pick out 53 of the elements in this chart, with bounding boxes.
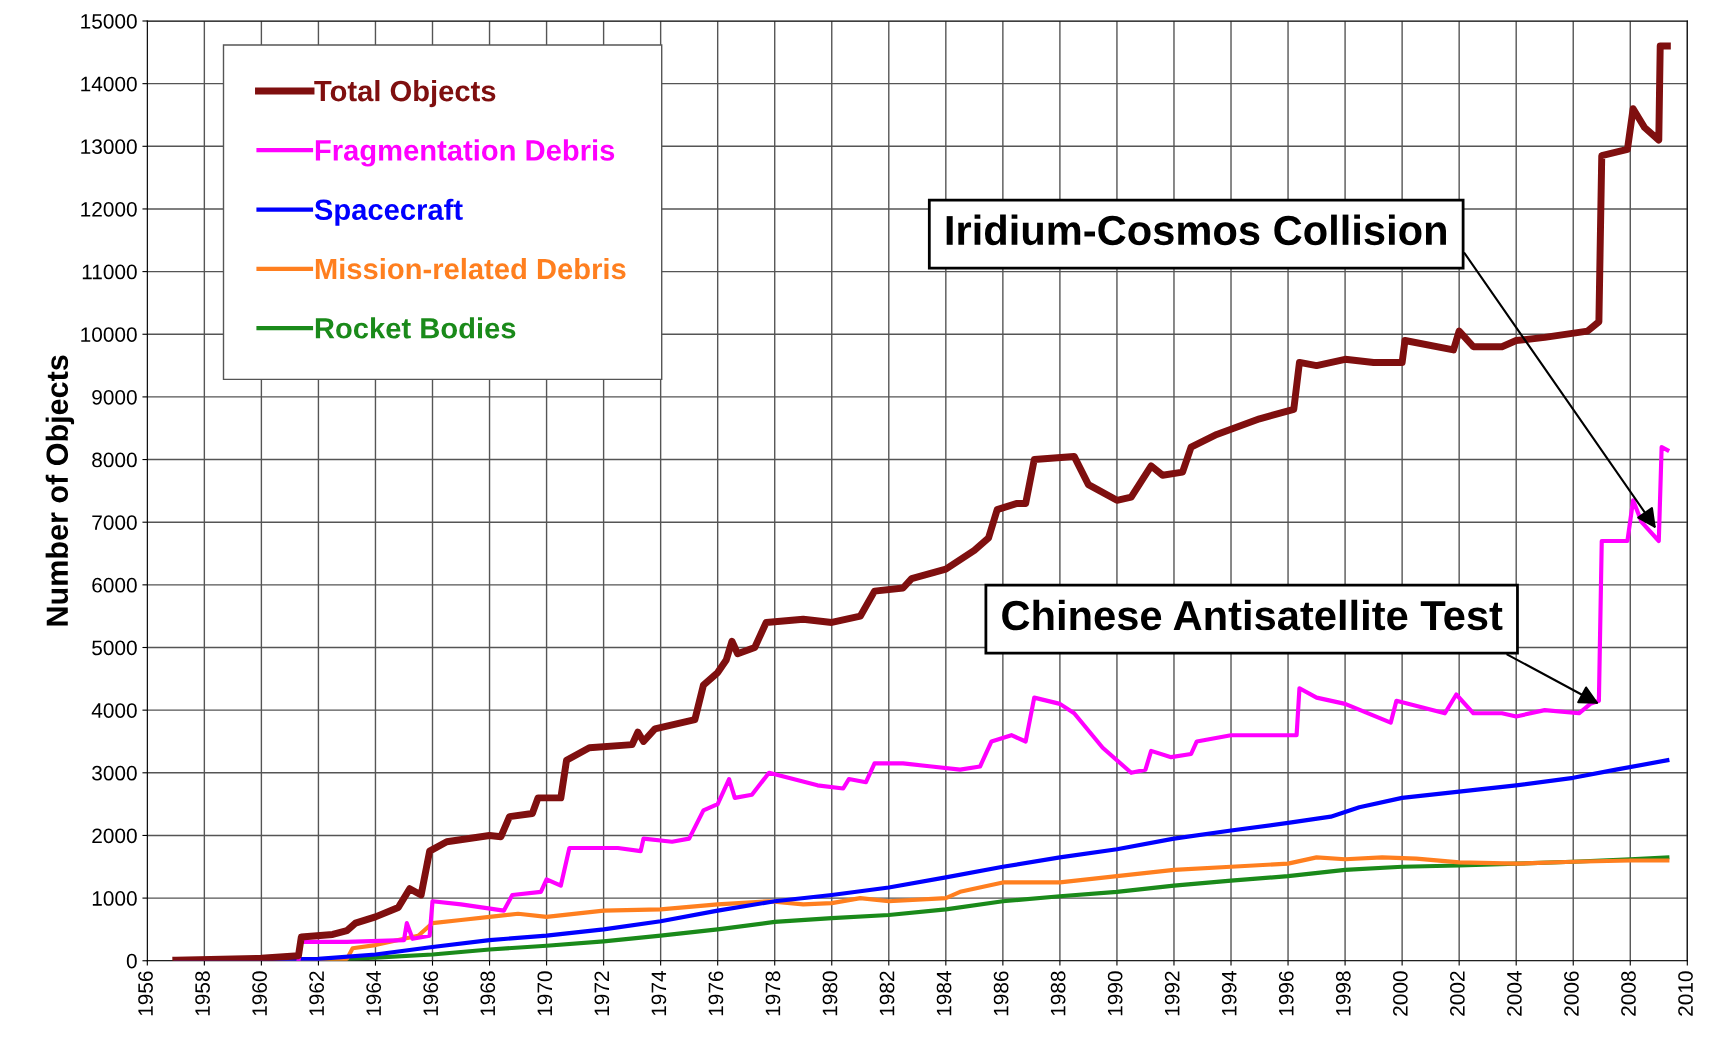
x-tick-label: 1994 xyxy=(1221,971,1237,1016)
x-tick-label: 1998 xyxy=(1335,971,1351,1016)
x-tick-label: 1958 xyxy=(195,971,210,1016)
x-tick-label: 1976 xyxy=(708,971,724,1016)
y-tick-label: 12000 xyxy=(81,201,137,217)
annotation: Chinese Antisatellite Test xyxy=(1002,599,1503,631)
x-tick-label: 1970 xyxy=(537,971,553,1016)
x-tick-label: 2010 xyxy=(1678,971,1693,1016)
x-tick-label: 2002 xyxy=(1450,971,1465,1016)
x-tick-label: 1966 xyxy=(423,971,439,1016)
y-tick-label: 10000 xyxy=(81,327,137,342)
x-tick-label: 1972 xyxy=(594,971,610,1016)
y-tick-label: 5000 xyxy=(92,640,137,656)
y-tick-label: 14000 xyxy=(81,76,137,92)
y-tick-label: 4000 xyxy=(91,703,137,718)
y-tick-label: 3000 xyxy=(92,765,137,781)
x-tick-label: 2000 xyxy=(1392,971,1408,1016)
y-tick-label: 13000 xyxy=(81,139,137,155)
y-axis-title: Number of Objects xyxy=(45,355,75,626)
x-tick-label: 1978 xyxy=(765,971,781,1016)
legend-label: Rocket Bodies xyxy=(315,317,516,339)
y-tick-label: 8000 xyxy=(92,452,137,468)
x-tick-label: 1980 xyxy=(822,971,838,1016)
legend-label: Total Objects xyxy=(314,79,496,108)
x-tick-label: 1974 xyxy=(651,971,667,1016)
y-tick-label: 15000 xyxy=(81,14,137,29)
x-tick-label: 2004 xyxy=(1507,971,1522,1016)
y-tick-label: 7000 xyxy=(92,515,137,530)
y-tick-label: 6000 xyxy=(92,577,137,593)
x-tick-label: 2008 xyxy=(1621,971,1636,1016)
x-tick-label: 1964 xyxy=(366,971,382,1016)
y-tick-label: 1000 xyxy=(92,891,137,906)
x-tick-label: 1982 xyxy=(879,971,895,1016)
x-tick-label: 1996 xyxy=(1278,971,1294,1016)
x-tick-label: 1984 xyxy=(936,971,952,1016)
y-tick-label: 2000 xyxy=(92,828,137,844)
x-tick-label: 1962 xyxy=(309,971,325,1016)
y-tick-label: 11000 xyxy=(82,264,137,280)
legend-label: Mission-related Debris xyxy=(315,257,626,280)
legend-label: Fragmentation Debris xyxy=(315,139,615,167)
x-tick-label: 2006 xyxy=(1564,971,1579,1016)
annotation: Iridium-Cosmos Collision xyxy=(946,214,1446,246)
x-tick-label: 1956 xyxy=(138,971,153,1016)
x-tick-label: 1986 xyxy=(993,971,1009,1016)
x-tick-label: 1968 xyxy=(480,971,496,1016)
x-tick-label: 1988 xyxy=(1050,971,1066,1016)
x-tick-label: 1960 xyxy=(252,971,267,1016)
x-tick-label: 1990 xyxy=(1107,971,1123,1016)
y-tick-label: 0 xyxy=(126,953,137,969)
y-tick-label: 9000 xyxy=(92,389,137,405)
line-series xyxy=(296,444,1670,961)
x-tick-label: 1992 xyxy=(1164,971,1180,1016)
legend-label: Spacecraft xyxy=(314,198,463,226)
